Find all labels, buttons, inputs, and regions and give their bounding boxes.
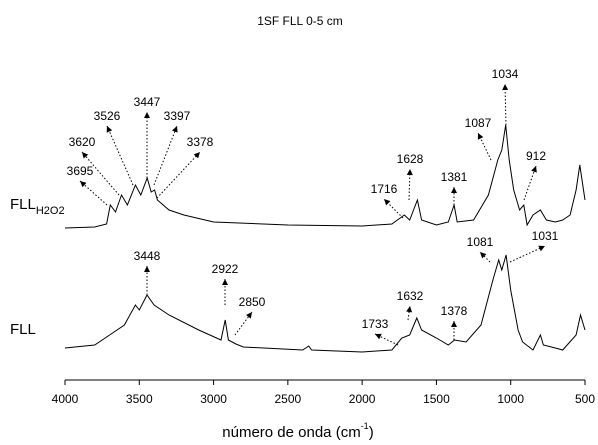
peak-label: 1716 [371,182,398,196]
peak-label: 3526 [94,109,121,123]
peak-label: 3448 [134,249,161,263]
x-label-sup: -1 [361,421,369,431]
annotation-arrow [234,311,253,336]
peak-label: 1034 [492,67,519,81]
arrow-head [451,321,457,327]
series-label: FLLH2O2 [10,196,65,217]
peak-label: 1081 [467,235,494,249]
x-tick-label: 500 [575,392,595,406]
peak-label: 1378 [441,304,468,318]
arrow-head [106,126,113,133]
arrow-head [531,166,537,173]
arrow-head [82,152,89,159]
x-tick-label: 3500 [126,392,153,406]
series-label: FLL [10,321,36,338]
peak-label: 1632 [397,289,424,303]
annotation-arrow [509,245,546,263]
peak-label: 3620 [69,135,96,149]
peak-label: 2922 [212,262,239,276]
peak-label: 912 [526,149,546,163]
peak-label: 1031 [532,229,559,243]
annotation-arrow [79,180,108,206]
peak-label: 1087 [465,116,492,130]
peak-label: 1381 [441,170,468,184]
spectrum-line [64,254,586,353]
annotation-arrow [504,83,507,126]
arrow-head [144,112,150,118]
peak-label: 1733 [362,317,389,331]
arrow-head [477,133,484,140]
peak-label: 3695 [67,164,94,178]
arrow-head [406,169,413,176]
arrow-head [480,252,487,259]
arrow-head [193,152,200,159]
peak-label: 2850 [239,295,266,309]
x-tick-label: 1000 [497,392,524,406]
annotation-arrow [106,125,134,186]
x-tick-label: 2000 [349,392,376,406]
x-tick-label: 1500 [423,392,450,406]
arrow-head [502,84,509,91]
annotation-arrow [523,165,537,201]
annotation-arrow [81,151,120,196]
arrow-head [538,245,545,252]
series-subscript: H2O2 [36,205,65,217]
series-name: FLL [10,196,36,213]
annotation-arrow [156,151,201,199]
arrow-head [172,126,178,133]
peak-label: 3447 [134,95,161,109]
arrow-head [80,181,87,188]
peak-label: 1628 [397,152,424,166]
arrow-head [222,279,228,285]
arrow-head [384,199,391,206]
arrow-head [375,333,382,340]
peak-label: 3397 [164,109,191,123]
x-tick-label: 3000 [200,392,227,406]
arrow-head [451,187,457,193]
x-label-text: número de onda (cm [222,424,360,441]
x-tick-label: 2500 [275,392,302,406]
arrow-head [406,306,413,313]
x-axis-label: número de onda (cm-1) [222,421,373,441]
x-label-end: ) [369,424,374,441]
spectrum-line [64,124,586,229]
peak-label: 3378 [187,135,214,149]
chart-title: 1SF FLL 0-5 cm [257,14,343,28]
x-tick-label: 4000 [52,392,79,406]
arrow-head [246,312,252,319]
arrow-head [144,266,150,272]
annotation-arrow [153,125,178,186]
